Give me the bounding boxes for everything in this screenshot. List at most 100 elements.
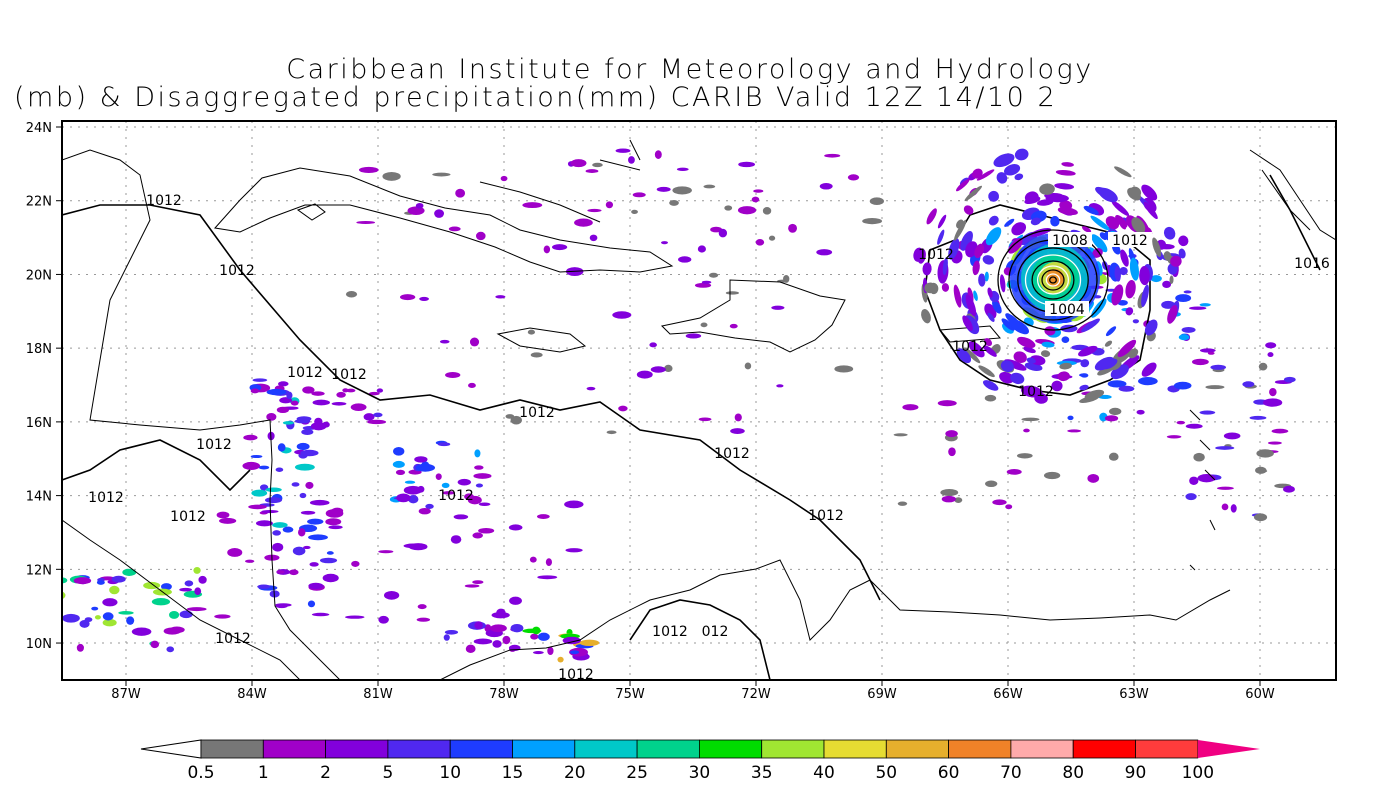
precip-cell (527, 329, 535, 335)
precip-cell (265, 487, 282, 493)
precip-cell (288, 569, 299, 576)
contour-label: 012 (702, 624, 729, 640)
precip-cell (444, 630, 459, 635)
precip-cell (1132, 319, 1139, 324)
precip-cell (300, 510, 316, 515)
precip-cell (265, 497, 282, 504)
precip-band-cell (963, 347, 981, 364)
contour-labels: 1012 1012 1012 1012 1012 1012 1012 1012 … (88, 193, 1330, 683)
precip-band-cell (976, 169, 995, 181)
precip-band-cell (1091, 234, 1108, 253)
precip-cell (902, 404, 919, 411)
colorbar-swatch (512, 739, 576, 759)
contour-label: 1012 (714, 446, 750, 462)
precip-cell (510, 623, 524, 633)
precip-cell (442, 491, 456, 495)
precip-cell (475, 231, 486, 241)
precip-band-cell (956, 178, 970, 192)
precip-cell (1189, 306, 1207, 310)
precip-cell (1150, 275, 1162, 283)
precip-band-cell (973, 290, 978, 302)
contour-label: 1012 (952, 339, 988, 355)
precip-cell (258, 465, 270, 470)
precip-band-cell (1055, 169, 1076, 176)
precip-cell (102, 618, 117, 627)
precip-cell (1283, 485, 1295, 493)
precip-cell (303, 545, 311, 550)
precip-cell (272, 530, 281, 536)
precip-band-cell (937, 214, 947, 229)
precip-band-cell (999, 274, 1006, 293)
precip-cell (302, 386, 315, 394)
contour-label: 1004 (1049, 302, 1085, 318)
precip-band-cell (988, 215, 999, 226)
precip-cell (664, 364, 673, 373)
precip-cell (290, 400, 299, 406)
precip-band-cell (1084, 389, 1105, 400)
precip-band-cell (963, 205, 974, 215)
precip-cell (312, 399, 330, 406)
precip-cell (291, 482, 300, 487)
precip-cell (737, 206, 757, 215)
precip-cell (1271, 428, 1289, 434)
precip-cell (816, 249, 833, 256)
precip-cell (415, 202, 424, 209)
precip-cell (368, 391, 380, 396)
precip-cell (1283, 376, 1296, 383)
precip-cell (276, 570, 285, 574)
coast-cuba (214, 167, 674, 273)
precip-cell (537, 632, 550, 641)
precip-band-cell (1023, 346, 1036, 354)
precip-cell (1079, 373, 1088, 377)
precip-cell (292, 546, 306, 556)
precip-band-cell (1044, 326, 1056, 336)
precip-cell (363, 413, 375, 421)
precip-cell (492, 640, 502, 648)
precip-cell (455, 188, 466, 198)
latitude-labels: 24N 22N 20N 18N 16N 14N 12N 10N (26, 121, 62, 652)
precip-cell (437, 442, 451, 447)
precip-cell (383, 590, 400, 600)
precip-band-cell (1061, 162, 1074, 167)
precip-band-cell (968, 341, 985, 358)
colorbar-label: 25 (626, 763, 648, 783)
precip-cell (1023, 428, 1030, 433)
colorbar-label: 40 (813, 763, 835, 783)
precip-band-cell (1039, 183, 1055, 195)
precip-cell (102, 612, 114, 621)
precip-cell (62, 613, 80, 623)
lon-label: 78W (489, 687, 519, 702)
precip-cell (1242, 381, 1255, 388)
precip-cell (255, 520, 273, 527)
precip-cell (467, 495, 482, 505)
precip-cell (1262, 398, 1283, 407)
precip-cell (435, 473, 442, 481)
precip-cell (552, 244, 568, 251)
precip-cell (395, 469, 406, 476)
hurricane-core (913, 148, 1189, 404)
precip-cell (509, 596, 522, 605)
precip-cell (441, 482, 450, 489)
precip-cell (414, 456, 428, 463)
precip-band-cell (913, 247, 924, 262)
precip-cell (1175, 294, 1192, 303)
precip-cell (448, 226, 461, 232)
precip-cell (592, 162, 603, 168)
precip-cell (1108, 407, 1122, 416)
colorbar-label: 1 (258, 763, 269, 783)
isobar-1012-south (629, 599, 771, 680)
precip-band-cell (941, 283, 950, 292)
colorbar-swatch (262, 739, 326, 759)
precip-cell (126, 616, 135, 625)
colorbar-label: 100 (1182, 763, 1214, 783)
precip-cell (1269, 387, 1277, 397)
precip-cell (557, 656, 564, 663)
precip-band-cell (984, 271, 989, 282)
precip-band-cell (1050, 215, 1060, 227)
precip-band-cell (1004, 164, 1021, 176)
precip-cell (131, 627, 152, 636)
precip-cell (1193, 452, 1205, 462)
precip-cell (432, 172, 451, 177)
precip-band-cell (1045, 194, 1069, 203)
precip-cell (897, 501, 908, 506)
